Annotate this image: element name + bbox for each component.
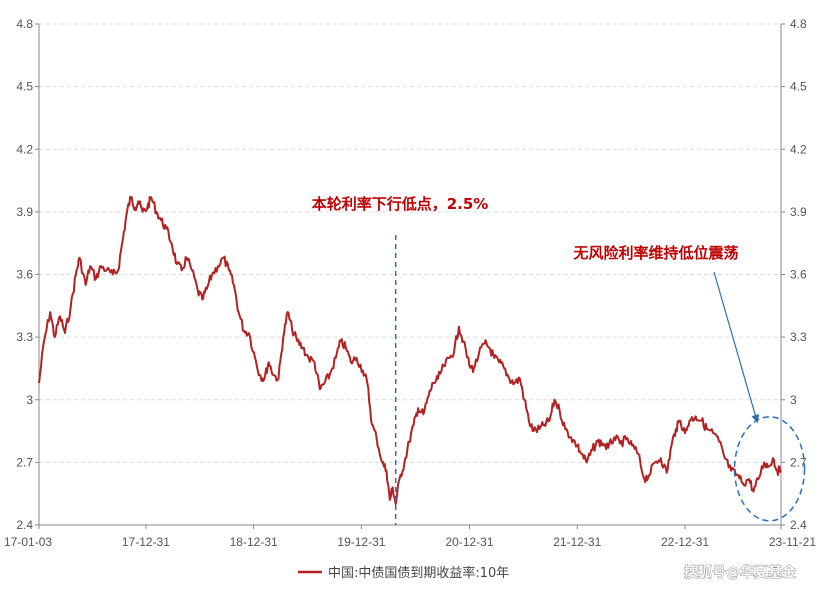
y-tick-label-right: 3 [790,393,797,407]
y-tick-label-left: 3.9 [16,205,33,219]
y-tick-label-left: 4.2 [16,142,33,156]
y-tick-label-left: 4.5 [16,80,33,94]
y-tick-label-right: 3.9 [790,205,807,219]
y-tick-label-left: 2.4 [16,518,33,532]
y-tick-label-right: 4.5 [790,80,807,94]
y-tick-label-right: 2.4 [790,518,807,532]
annotation-arrow-line [713,271,759,423]
oscillation-ellipse [733,416,806,522]
series-line [38,195,782,506]
axes: 2.4 2.4 2.7 2.7 3 3 3.3 3.3 3.6 3.6 3.9 3.9 4.2 4.2 4.… [4,17,816,549]
x-tick-label: 23-11-21 [769,535,816,549]
y-tick-label-left: 3 [26,393,33,407]
oscillation-annotation: 无风险利率维持低位震荡 [572,244,738,262]
grid [39,23,781,463]
x-tick-label: 21-12-31 [553,535,601,549]
y-tick-label-right: 2.7 [790,455,807,469]
low-point-annotation: 本轮利率下行低点，2.5% [312,195,489,213]
annotation-arrow-head [751,414,760,423]
legend: 中国:中债国债到期收益率:10年 [298,565,509,581]
x-tick-label: 17-01-03 [4,535,52,549]
y-tick-label-right: 4.8 [790,17,807,31]
y-tick-label-left: 4.8 [16,17,33,31]
x-tick-label: 20-12-31 [445,535,493,549]
x-tick-label: 18-12-31 [230,535,278,549]
y-tick-label-right: 4.2 [790,142,807,156]
x-tick-label: 22-12-31 [661,535,709,549]
x-tick-label: 17-12-31 [122,535,170,549]
y-tick-label-left: 3.3 [16,330,33,344]
y-tick-label-left: 3.6 [16,268,33,282]
y-tick-label-left: 2.7 [16,455,33,469]
y-tick-label-right: 3.6 [790,268,807,282]
series-layer [38,195,782,506]
x-tick-label: 19-12-31 [337,535,385,549]
watermark-text: 搜狐号@华夏基金 [684,564,797,581]
annotations: 本轮利率下行低点，2.5% 无风险利率维持低位震荡 [312,195,806,525]
y-tick-label-right: 3.3 [790,330,807,344]
legend-label: 中国:中债国债到期收益率:10年 [328,565,509,581]
